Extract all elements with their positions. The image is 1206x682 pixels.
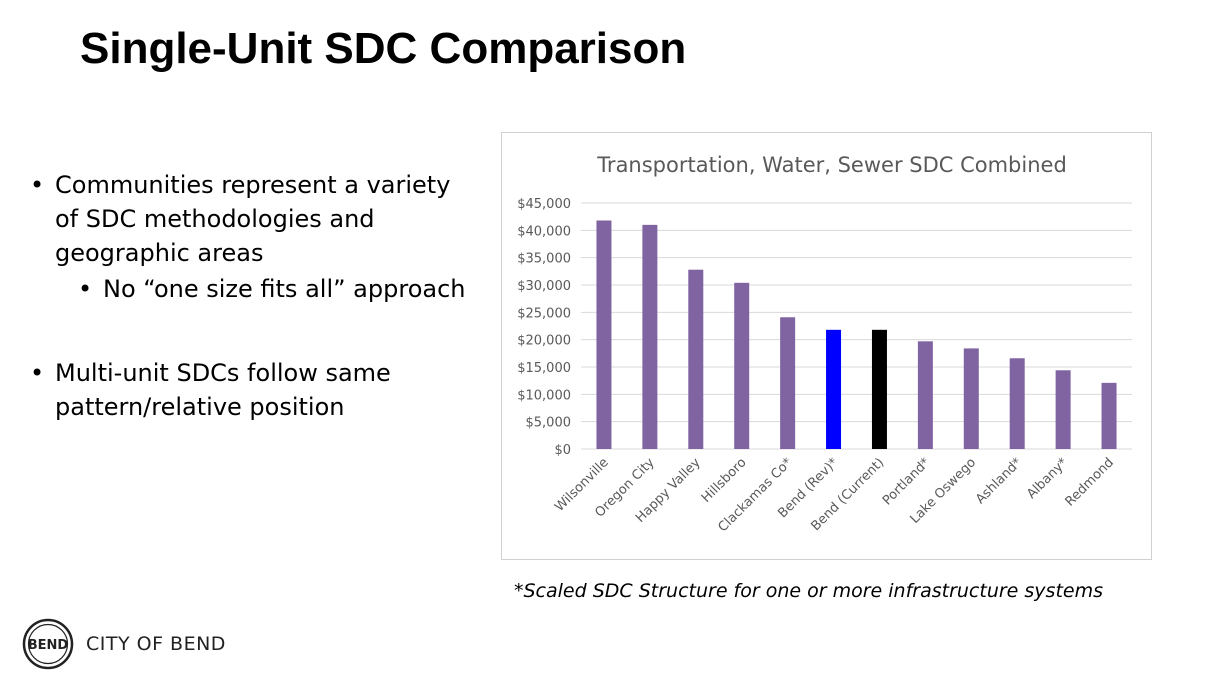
bar-chart: Transportation, Water, Sewer SDC Combine… <box>517 153 1132 535</box>
gridlines <box>581 202 1132 450</box>
y-tick-label: $45,000 <box>517 197 571 212</box>
bar <box>1101 382 1117 449</box>
y-tick-label: $30,000 <box>517 279 571 294</box>
y-tick-label: $20,000 <box>517 334 571 349</box>
logo-mark: BEND <box>28 638 69 653</box>
sub-bullet-item: • No “one size fits all” approach <box>76 272 468 306</box>
bullet-text: No “one size fits all” approach <box>103 275 466 303</box>
x-tick-label: Albany* <box>1024 455 1071 502</box>
bar <box>1055 370 1071 449</box>
bar <box>871 329 887 449</box>
bar <box>963 348 979 449</box>
y-tick-label: $15,000 <box>517 361 571 376</box>
footnote: *Scaled SDC Structure for one or more in… <box>514 580 1103 602</box>
y-tick-label: $0 <box>554 443 571 458</box>
bullet-list: • Communities represent a variety of SDC… <box>28 168 468 424</box>
chart-title: Transportation, Water, Sewer SDC Combine… <box>596 153 1067 177</box>
bullet-dot-icon: • <box>30 359 45 387</box>
city-of-bend-seal-icon: BEND <box>22 618 74 670</box>
y-tick-label: $25,000 <box>517 306 571 321</box>
chart-container: Transportation, Water, Sewer SDC Combine… <box>501 132 1152 560</box>
y-tick-label: $10,000 <box>517 388 571 403</box>
bullet-item: • Multi-unit SDCs follow same pattern/re… <box>28 356 468 424</box>
bullet-dot-icon: • <box>30 171 45 199</box>
logo-text: CITY OF BEND <box>86 633 226 655</box>
y-tick-label: $35,000 <box>517 252 571 267</box>
y-tick-label: $5,000 <box>526 416 572 431</box>
x-tick-label: Redmond <box>1063 455 1117 509</box>
y-tick-label: $40,000 <box>517 224 571 239</box>
bar <box>688 269 704 449</box>
bar <box>596 220 612 449</box>
bullet-dot-icon: • <box>78 275 93 303</box>
bullet-item: • Communities represent a variety of SDC… <box>28 168 468 270</box>
bar <box>780 317 796 449</box>
bar <box>917 341 933 449</box>
bar <box>1009 358 1025 449</box>
bars <box>596 220 1117 449</box>
bullet-text: Multi-unit SDCs follow same pattern/rela… <box>55 359 391 421</box>
x-tick-label: Ashland* <box>973 455 1025 507</box>
bar <box>826 329 842 449</box>
slide-title: Single-Unit SDC Comparison <box>80 24 687 73</box>
y-axis-ticks: $0 $5,000 $10,000 $15,000 $20,000 $25,000 $30,… <box>517 197 571 458</box>
bullet-text: Communities represent a variety of SDC m… <box>55 171 451 267</box>
bar <box>642 224 658 449</box>
bar <box>734 282 750 449</box>
